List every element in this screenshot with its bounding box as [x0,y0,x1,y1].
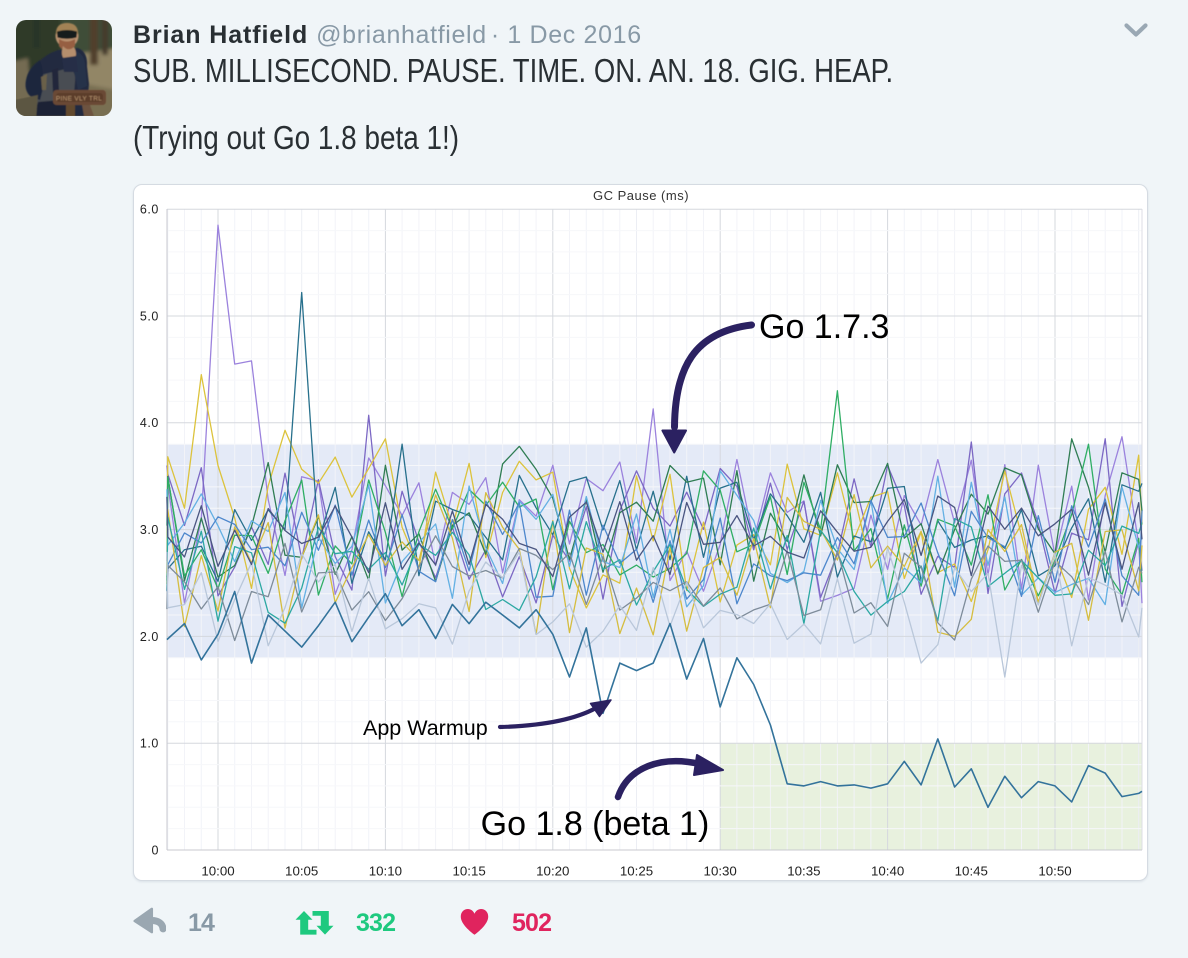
svg-text:0: 0 [151,843,159,857]
svg-text:10:10: 10:10 [369,863,402,878]
svg-text:10:50: 10:50 [1038,863,1071,878]
svg-text:GC Pause (ms): GC Pause (ms) [593,188,689,203]
svg-text:3.0: 3.0 [140,523,159,537]
svg-text:6.0: 6.0 [140,203,159,217]
svg-text:5.0: 5.0 [140,309,159,323]
svg-text:10:05: 10:05 [285,863,318,878]
svg-text:1.0: 1.0 [140,737,159,751]
svg-text:10:45: 10:45 [955,863,988,878]
svg-text:10:40: 10:40 [871,863,904,878]
svg-text:10:00: 10:00 [201,863,234,878]
svg-text:PINE VLY TRL: PINE VLY TRL [56,96,102,103]
svg-text:App Warmup: App Warmup [363,716,488,740]
svg-text:10:15: 10:15 [452,863,485,878]
svg-text:10:30: 10:30 [704,863,737,878]
svg-text:Go 1.7.3: Go 1.7.3 [759,308,889,346]
svg-text:10:35: 10:35 [787,863,820,878]
svg-text:10:20: 10:20 [536,863,569,878]
svg-text:4.0: 4.0 [140,416,159,430]
svg-text:Go 1.8 (beta 1): Go 1.8 (beta 1) [481,805,710,843]
svg-text:10:25: 10:25 [620,863,653,878]
svg-text:2.0: 2.0 [140,630,159,644]
